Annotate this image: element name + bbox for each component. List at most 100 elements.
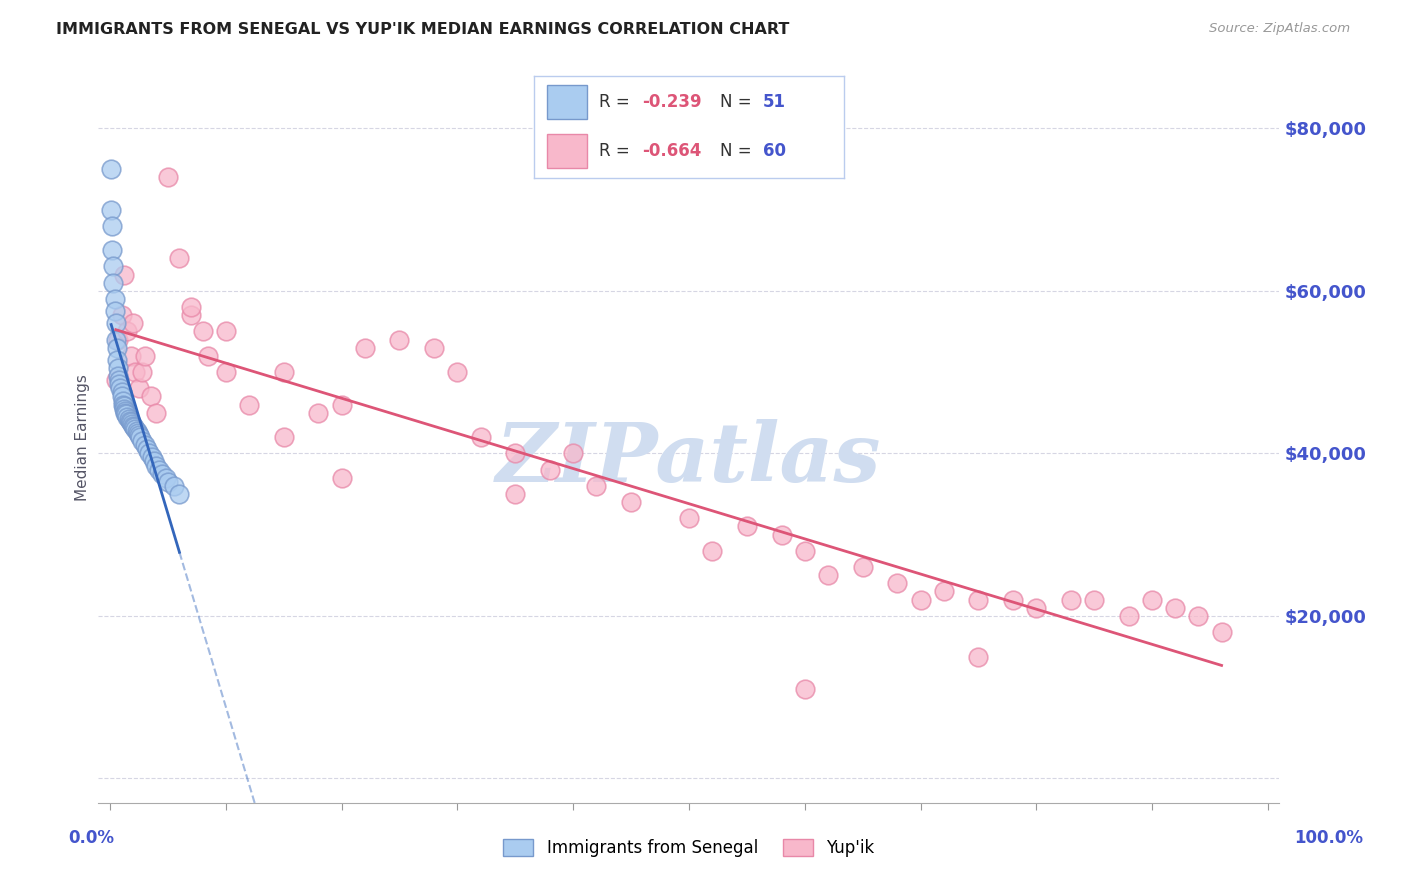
Point bbox=[103, 276, 125, 290]
Point bbox=[100, 202, 122, 217]
Point bbox=[163, 479, 186, 493]
Bar bbox=[547, 85, 586, 119]
Point bbox=[852, 560, 875, 574]
Point bbox=[122, 418, 145, 433]
Point bbox=[101, 243, 124, 257]
Point bbox=[121, 417, 143, 431]
Point bbox=[104, 304, 127, 318]
Point bbox=[117, 412, 139, 426]
Point bbox=[124, 365, 146, 379]
Point bbox=[180, 308, 202, 322]
Point bbox=[793, 544, 815, 558]
Point bbox=[143, 454, 166, 468]
Point bbox=[388, 333, 411, 347]
Point bbox=[105, 352, 128, 367]
Point bbox=[735, 519, 758, 533]
Point bbox=[156, 169, 179, 184]
Point bbox=[156, 475, 179, 489]
Point bbox=[136, 442, 159, 457]
Point bbox=[910, 592, 932, 607]
Point bbox=[967, 649, 990, 664]
Point bbox=[215, 325, 238, 339]
Legend: Immigrants from Senegal, Yup'ik: Immigrants from Senegal, Yup'ik bbox=[496, 832, 882, 864]
Point bbox=[134, 349, 156, 363]
Point bbox=[111, 393, 134, 408]
Point bbox=[112, 401, 135, 416]
Point bbox=[118, 414, 141, 428]
Point bbox=[114, 406, 136, 420]
Point bbox=[115, 407, 138, 421]
Point bbox=[108, 377, 131, 392]
Point bbox=[120, 349, 142, 363]
Point bbox=[446, 365, 468, 379]
Point bbox=[110, 308, 132, 322]
Point bbox=[131, 434, 153, 449]
Point bbox=[104, 316, 127, 330]
Y-axis label: Median Earnings: Median Earnings bbox=[75, 374, 90, 500]
Text: 0.0%: 0.0% bbox=[69, 829, 114, 847]
Point bbox=[107, 361, 129, 376]
Point bbox=[128, 428, 150, 442]
Point bbox=[470, 430, 492, 444]
Point bbox=[678, 511, 700, 525]
Point bbox=[122, 316, 145, 330]
Point bbox=[770, 527, 793, 541]
Point bbox=[215, 365, 238, 379]
Point bbox=[197, 349, 219, 363]
Point bbox=[110, 389, 132, 403]
Point bbox=[148, 462, 170, 476]
Point bbox=[141, 450, 163, 465]
Point bbox=[108, 373, 131, 387]
Point bbox=[138, 446, 160, 460]
Point bbox=[120, 416, 142, 430]
Point bbox=[155, 471, 177, 485]
Text: 51: 51 bbox=[763, 93, 786, 111]
Point bbox=[700, 544, 723, 558]
Point bbox=[145, 458, 167, 473]
Text: 100.0%: 100.0% bbox=[1294, 829, 1364, 847]
Point bbox=[111, 398, 134, 412]
Point bbox=[191, 325, 214, 339]
Point bbox=[330, 398, 353, 412]
Text: -0.664: -0.664 bbox=[643, 142, 702, 161]
Point bbox=[134, 438, 156, 452]
Point bbox=[967, 592, 990, 607]
Point bbox=[330, 471, 353, 485]
Point bbox=[127, 425, 149, 440]
Bar bbox=[547, 135, 586, 168]
Text: R =: R = bbox=[599, 142, 636, 161]
Point bbox=[131, 365, 153, 379]
Point bbox=[117, 325, 139, 339]
Point bbox=[1164, 600, 1187, 615]
Point bbox=[562, 446, 585, 460]
Text: 60: 60 bbox=[763, 142, 786, 161]
Point bbox=[104, 292, 127, 306]
Point bbox=[503, 446, 526, 460]
Point bbox=[353, 341, 375, 355]
Point bbox=[124, 422, 146, 436]
Point bbox=[932, 584, 955, 599]
Point bbox=[104, 373, 127, 387]
Point bbox=[103, 260, 125, 274]
Point bbox=[886, 576, 908, 591]
Point bbox=[503, 487, 526, 501]
Point bbox=[423, 341, 446, 355]
Point bbox=[145, 406, 167, 420]
Point bbox=[585, 479, 607, 493]
Point bbox=[538, 462, 561, 476]
Point bbox=[125, 424, 148, 438]
Point bbox=[107, 333, 129, 347]
Point bbox=[793, 681, 815, 696]
Point bbox=[1060, 592, 1083, 607]
Point bbox=[180, 300, 202, 314]
Point bbox=[150, 467, 173, 481]
Point bbox=[139, 389, 162, 403]
Text: N =: N = bbox=[720, 93, 756, 111]
Point bbox=[124, 420, 146, 434]
Point bbox=[128, 381, 150, 395]
Point bbox=[1118, 608, 1140, 623]
Point bbox=[238, 398, 260, 412]
Point bbox=[307, 406, 329, 420]
Point bbox=[117, 409, 139, 424]
Text: Source: ZipAtlas.com: Source: ZipAtlas.com bbox=[1209, 22, 1350, 36]
